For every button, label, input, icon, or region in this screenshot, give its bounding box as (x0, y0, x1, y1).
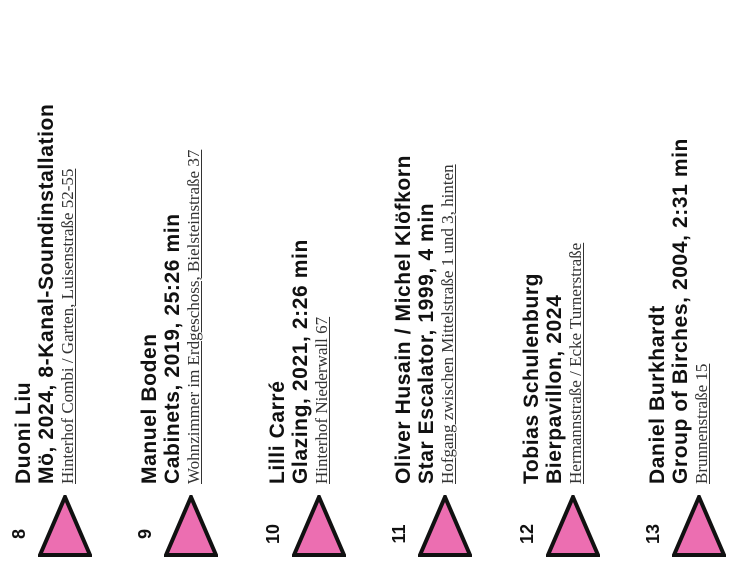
pink-triangle-marker-icon (672, 495, 726, 559)
artist-name: Duoni Liu (12, 381, 35, 484)
work-title: Glazing, 2021, 2:26 min (289, 239, 312, 484)
artist-name: Daniel Burkhardt (646, 305, 669, 484)
pink-triangle-marker-icon (546, 495, 600, 559)
pink-triangle-marker-icon (292, 495, 346, 559)
location-link[interactable]: Hofgang zwischen Mittelstraße 1 und 3, h… (438, 164, 457, 484)
location-link[interactable]: Brunnenstraße 15 (692, 363, 711, 484)
work-title: Group of Birches, 2004, 2:31 min (669, 138, 692, 484)
artist-name: Tobias Schulenburg (520, 272, 543, 484)
work-title: Bierpavillon, 2024 (543, 294, 566, 484)
artist-name: Manuel Boden (138, 333, 161, 484)
list-item: 10 Lilli Carré Glazing, 2021, 2:26 min H… (262, 0, 372, 561)
entry-number: 10 (263, 523, 283, 545)
entry-number: 13 (643, 523, 663, 545)
list-item: 8 Duoni Liu Mö, 2024, 8-Kanal-Soundinsta… (8, 0, 118, 561)
list-item: 9 Manuel Boden Cabinets, 2019, 25:26 min… (134, 0, 244, 561)
location-link[interactable]: Wohnzimmer im Erdgeschoss, Bielsteinstra… (184, 149, 203, 484)
pink-triangle-marker-icon (38, 495, 92, 559)
artist-name: Oliver Husain / Michel Klöfkorn (392, 155, 415, 484)
location-link[interactable]: Hermannstraße / Ecke Turnerstraße (566, 242, 585, 484)
artist-name: Lilli Carré (266, 380, 289, 484)
location-link[interactable]: Hinterhof Combi / Garten, Luisenstraße 5… (58, 168, 77, 484)
location-link[interactable]: Hinterhof Niederwall 67 (312, 316, 331, 484)
entry-number: 9 (135, 529, 155, 540)
entry-number: 12 (517, 523, 537, 545)
work-title: Star Escalator, 1999, 4 min (415, 202, 438, 484)
list-item: 11 Oliver Husain / Michel Klöfkorn Star … (388, 0, 498, 561)
pink-triangle-marker-icon (418, 495, 472, 559)
list-item: 12 Tobias Schulenburg Bierpavillon, 2024… (516, 0, 626, 561)
work-title: Mö, 2024, 8-Kanal-Soundinstallation (35, 103, 58, 484)
entry-number: 8 (9, 529, 29, 540)
list-item: 13 Daniel Burkhardt Group of Birches, 20… (642, 0, 751, 561)
pink-triangle-marker-icon (164, 495, 218, 559)
entry-number: 11 (389, 524, 409, 544)
work-title: Cabinets, 2019, 25:26 min (161, 213, 184, 484)
